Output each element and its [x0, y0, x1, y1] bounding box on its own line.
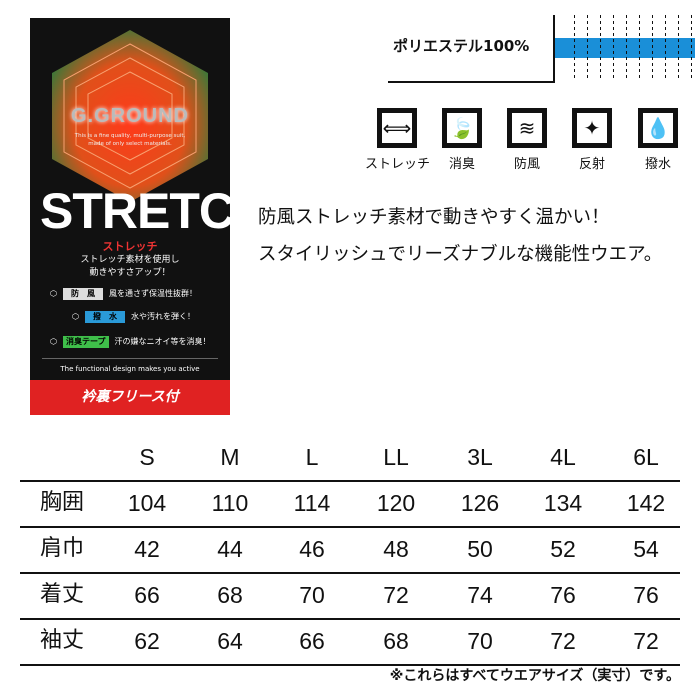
- water-drops-icon: 💧: [638, 108, 678, 148]
- table-cell: 126: [460, 490, 500, 516]
- table-cell: 110: [211, 490, 249, 516]
- table-cell: 142: [626, 490, 666, 516]
- brand-tagline: This is a fine quality, multi-purpose su…: [30, 132, 230, 148]
- tagline-line: made of only select materials.: [88, 141, 172, 147]
- table-row: 肩巾 42 44 46 48 50 52 54: [20, 526, 680, 574]
- table-cell: 70: [299, 582, 325, 608]
- table-cell: 66: [134, 582, 160, 608]
- table-row: 胸囲 104 110 114 120 126 134 142: [20, 480, 680, 528]
- stretch-desc: ストレッチ素材を使用し: [80, 255, 180, 265]
- table-cell: 4L: [550, 444, 576, 470]
- table-cell: 64: [217, 628, 243, 654]
- divider: [388, 81, 555, 83]
- table-cell: 76: [633, 582, 659, 608]
- hexagon-logo-graphic: [52, 30, 208, 202]
- table-cell: 62: [134, 628, 160, 654]
- table-row: S M L LL 3L 4L 6L: [20, 434, 680, 482]
- table-cell: 44: [217, 536, 243, 562]
- feature-water: ⬡ 撥 水水や汚れを弾く！: [72, 311, 195, 323]
- icon-label: 消臭: [448, 157, 475, 172]
- feature-text: 水や汚れを弾く！: [130, 312, 195, 321]
- table-cell: 42: [134, 536, 160, 562]
- table-cell: 50: [467, 536, 493, 562]
- table-cell: 104: [127, 490, 167, 516]
- table-cell: 3L: [467, 444, 493, 470]
- slogan: The functional design makes you active: [60, 365, 200, 373]
- feature-text: 汗の嫌なニオイ等を消臭！: [114, 337, 211, 346]
- table-cell: 114: [293, 490, 331, 516]
- icon-label: ストレッチ: [365, 157, 431, 172]
- table-cell: 68: [217, 582, 243, 608]
- stretch-arrow-icon: ⟺: [377, 108, 417, 148]
- footnote: ※これらはすべてウエアサイズ（実寸）です。: [389, 668, 680, 684]
- table-cell: 72: [383, 582, 409, 608]
- table-cell: 46: [299, 536, 325, 562]
- table-cell: LL: [383, 444, 409, 470]
- feature-label: 撥 水: [84, 311, 125, 323]
- material-label: ポリエステル100%: [393, 37, 530, 55]
- stretch-desc: 動きやすさアップ！: [89, 268, 171, 278]
- table-cell: 48: [383, 536, 409, 562]
- table-cell: 134: [543, 490, 583, 516]
- leaf-icon: 🍃: [442, 108, 482, 148]
- icon-label: 反射: [578, 157, 605, 172]
- description-line: スタイリッシュでリーズナブルな機能性ウエア。: [258, 244, 663, 265]
- table-cell: 120: [376, 490, 416, 516]
- sparkle-icon: ⬡: [50, 337, 57, 346]
- icon-label: 防風: [513, 157, 540, 172]
- row-label: 胸囲: [40, 490, 85, 515]
- stretch-headline: STRETCH: [40, 183, 230, 239]
- row-label: 着丈: [40, 582, 85, 607]
- table-cell: 66: [299, 628, 325, 654]
- table-cell: L: [305, 444, 319, 470]
- fleece-banner: 衿裏フリース付: [30, 380, 230, 415]
- wind-icon: ≋: [507, 108, 547, 148]
- wind-icon: ⬡: [50, 289, 57, 298]
- table-cell: 70: [467, 628, 493, 654]
- row-label: 袖丈: [40, 628, 85, 653]
- stretch-kana: ストレッチ: [102, 240, 158, 253]
- table-cell: 72: [550, 628, 576, 654]
- tagline-line: This is a fine quality, multi-purpose su…: [74, 133, 186, 139]
- table-cell: 76: [550, 582, 576, 608]
- feature-label: 防 風: [62, 288, 103, 300]
- feature-deodorant: ⬡ 消臭テープ 汗の嫌なニオイ等を消臭！: [50, 336, 211, 348]
- row-label: 肩巾: [40, 536, 85, 561]
- table-cell: 74: [467, 582, 493, 608]
- feature-text: 風を通さず保温性抜群！: [108, 289, 197, 298]
- feature-label: 消臭テープ: [62, 336, 109, 348]
- table-cell: 68: [383, 628, 409, 654]
- table-cell: 6L: [633, 444, 659, 470]
- table-row: 袖丈 62 64 66 68 70 72 72: [20, 618, 680, 666]
- divider: [553, 15, 555, 83]
- feature-windproof: ⬡ 防 風風を通さず保温性抜群！: [50, 288, 197, 300]
- divider: [42, 358, 218, 359]
- icon-label: 撥水: [644, 157, 671, 172]
- table-cell: 52: [550, 536, 576, 562]
- product-card: G.GROUND This is a fine quality, multi-p…: [30, 18, 230, 415]
- description-line: 防風ストレッチ素材で動きやすく温かい！: [258, 207, 610, 228]
- brand-name: G.GROUND: [71, 105, 189, 127]
- dashed-grid: [562, 15, 692, 81]
- table-cell: 72: [633, 628, 659, 654]
- table-cell: S: [139, 444, 155, 470]
- water-icon: ⬡: [72, 312, 79, 321]
- table-cell: M: [220, 444, 240, 470]
- table-cell: 54: [633, 536, 659, 562]
- table-row: 着丈 66 68 70 72 74 76 76: [20, 572, 680, 620]
- sparkle-icon: ✦: [572, 108, 612, 148]
